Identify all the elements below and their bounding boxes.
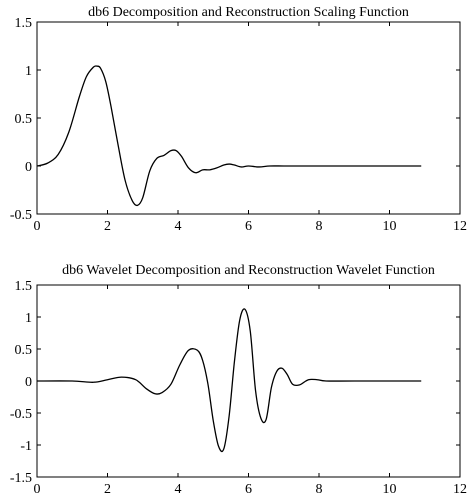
chart-title: db6 Decomposition and Reconstruction Sca… <box>88 5 409 20</box>
x-tick-label: 12 <box>453 219 467 234</box>
x-tick-label: 8 <box>316 219 323 234</box>
x-tick-label: 4 <box>175 219 182 234</box>
x-tick-label: 12 <box>453 482 467 497</box>
y-tick-label: 0 <box>25 375 32 390</box>
y-tick-label: 0.5 <box>15 343 33 358</box>
x-tick-label: 6 <box>245 482 252 497</box>
y-tick-label: 1.5 <box>15 279 33 294</box>
x-tick-label: 2 <box>104 219 111 234</box>
x-tick-label: 0 <box>34 219 41 234</box>
y-tick-label: -0.5 <box>10 407 32 422</box>
chart-panel-2: db6 Wavelet Decomposition and Reconstruc… <box>10 263 467 497</box>
x-tick-label: 0 <box>34 482 41 497</box>
x-tick-label: 4 <box>175 482 182 497</box>
series-line <box>36 308 422 453</box>
y-tick-label: 1 <box>25 64 32 79</box>
x-tick-label: 10 <box>383 219 397 234</box>
y-tick-label: 0.5 <box>15 112 33 127</box>
y-tick-label: -1.5 <box>10 471 32 486</box>
series-line <box>36 65 422 207</box>
x-tick-label: 6 <box>245 219 252 234</box>
x-tick-label: 8 <box>316 482 323 497</box>
chart-panel-1: db6 Decomposition and Reconstruction Sca… <box>10 5 467 234</box>
y-tick-label: -0.5 <box>10 208 32 223</box>
y-tick-label: -1 <box>20 439 32 454</box>
chart-title: db6 Wavelet Decomposition and Reconstruc… <box>62 263 435 278</box>
y-tick-label: 1 <box>25 311 32 326</box>
x-tick-label: 2 <box>104 482 111 497</box>
x-tick-label: 10 <box>383 482 397 497</box>
plot-frame <box>36 21 461 215</box>
y-tick-label: 1.5 <box>15 16 33 31</box>
y-tick-label: 0 <box>25 160 32 175</box>
